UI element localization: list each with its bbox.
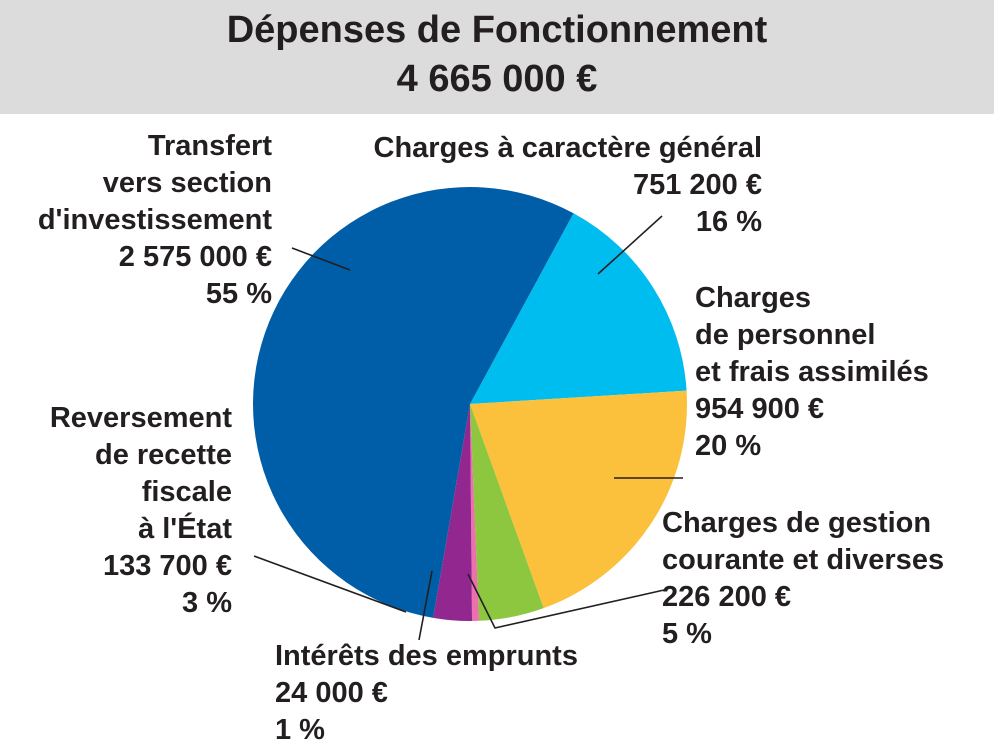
slice-label-interets: Intérêts des emprunts 24 000 € 1 % — [275, 638, 578, 749]
slice-label-reversement: Reversement de recette fiscale à l'État … — [50, 400, 232, 622]
slice-label-line: Charges à caractère général — [373, 132, 763, 164]
slice-value-label: 133 700 € — [102, 550, 232, 582]
leader-line-charges-gestion — [467, 573, 665, 629]
slice-label-transfert: Transfert vers section d'investissement … — [38, 128, 272, 313]
slice-value-label: 24 000 € — [275, 677, 388, 709]
slice-label-line: de personnel — [695, 319, 876, 351]
slice-value-label: 226 200 € — [662, 581, 792, 613]
leader-line-interets — [418, 570, 433, 641]
slice-label-line: Transfert — [147, 130, 272, 162]
slice-charges-gestion — [470, 404, 544, 621]
slice-label-line: à l'État — [138, 513, 232, 545]
slice-transfert — [252, 186, 574, 618]
slice-percent-label: 1 % — [275, 714, 325, 746]
slice-label-line: Charges — [695, 282, 812, 314]
slice-percent-label: 55 % — [205, 278, 272, 310]
slice-label-line: vers section — [102, 167, 272, 199]
slice-percent-label: 5 % — [662, 618, 712, 650]
slice-label-charges-gestion: Charges de gestion courante et diverses … — [662, 505, 944, 653]
leader-line-transfert — [291, 247, 351, 271]
slice-percent-label: 16 % — [695, 206, 762, 238]
slice-value-label: 751 200 € — [632, 169, 762, 201]
slice-percent-label: 3 % — [182, 587, 232, 619]
slice-value-label: 2 575 000 € — [118, 241, 272, 273]
chart-total: 4 665 000 € — [396, 58, 598, 100]
slice-label-charges-generales: Charges à caractère général 751 200 € 16… — [374, 130, 763, 241]
leader-line-charges-generales — [597, 215, 663, 275]
chart-title: Dépenses de Fonctionnement — [226, 9, 768, 51]
chart-header: Dépenses de Fonctionnement 4 665 000 € — [0, 0, 994, 114]
slice-reversement — [433, 404, 473, 621]
slice-label-line: de recette — [94, 439, 232, 471]
slice-label-line: Charges de gestion — [662, 507, 932, 539]
slice-percent-label: 20 % — [695, 430, 762, 462]
slice-charges-generales — [470, 213, 687, 404]
slice-charges-personnel — [470, 390, 687, 609]
slice-label-charges-personnel: Charges de personnel et frais assimilés … — [695, 280, 929, 465]
slice-label-line: d'investissement — [37, 204, 272, 236]
slice-value-label: 954 900 € — [695, 393, 825, 425]
slice-label-line: et frais assimilés — [695, 356, 929, 388]
slice-label-line: Intérêts des emprunts — [275, 640, 578, 672]
slice-label-line: Reversement — [49, 402, 232, 434]
slice-interets — [470, 404, 480, 621]
slice-label-line: courante et diverses — [662, 544, 945, 576]
slice-label-line: fiscale — [141, 476, 232, 508]
leader-line-reversement — [253, 555, 407, 613]
